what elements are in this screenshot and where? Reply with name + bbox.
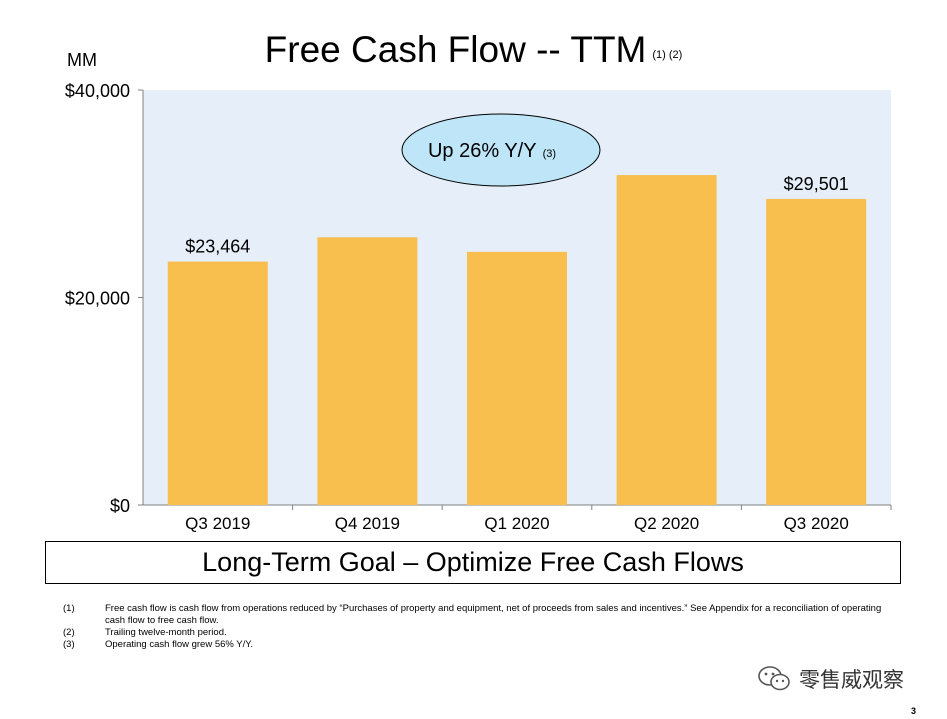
page-title: Free Cash Flow -- TTM (1) (2) bbox=[0, 28, 947, 77]
footnote-text: Trailing twelve-month period. bbox=[105, 627, 227, 638]
bar bbox=[616, 175, 717, 505]
footnote-text: Operating cash flow grew 56% Y/Y. bbox=[105, 639, 254, 650]
callout-main-text: Up 26% Y/Y bbox=[428, 140, 537, 162]
callout-footnote-ref: (3) bbox=[543, 148, 556, 160]
footnote-number: (3) bbox=[63, 639, 75, 650]
x-tick-label: Q4 2019 bbox=[335, 514, 400, 533]
y-tick-label: $40,000 bbox=[65, 81, 130, 101]
long-term-goal-box: Long-Term Goal – Optimize Free Cash Flow… bbox=[45, 541, 901, 584]
watermark: 零售威观察 bbox=[757, 664, 904, 694]
footnote-number: (1) bbox=[63, 603, 75, 614]
footnote-3: (3) Operating cash flow grew 56% Y/Y. bbox=[63, 639, 903, 651]
y-tick-label: $20,000 bbox=[65, 289, 130, 309]
wechat-icon bbox=[758, 666, 790, 691]
title-text: Free Cash Flow -- TTM bbox=[264, 29, 647, 70]
page-number: 3 bbox=[910, 706, 916, 716]
bar-data-label: $29,501 bbox=[784, 174, 849, 194]
x-tick-label: Q3 2019 bbox=[185, 514, 250, 533]
unit-label: MM bbox=[67, 50, 97, 70]
bar bbox=[766, 198, 867, 505]
bar bbox=[167, 261, 268, 505]
bar bbox=[467, 251, 567, 505]
watermark-text: 零售威观察 bbox=[799, 669, 904, 692]
x-tick-label: Q3 2020 bbox=[784, 514, 849, 533]
footnote-text: Free cash flow is cash flow from operati… bbox=[105, 603, 882, 626]
title-footnote-ref: (1) (2) bbox=[652, 49, 683, 61]
footnote-1: (1) Free cash flow is cash flow from ope… bbox=[63, 603, 903, 627]
y-tick-label: $0 bbox=[110, 496, 130, 516]
footnote-2: (2) Trailing twelve-month period. bbox=[63, 627, 903, 639]
x-tick-label: Q2 2020 bbox=[634, 514, 699, 533]
callout-text: Up 26% Y/Y (3) bbox=[428, 140, 556, 162]
x-tick-label: Q1 2020 bbox=[484, 514, 549, 533]
footnote-number: (2) bbox=[63, 627, 75, 638]
bar bbox=[317, 237, 418, 505]
yoy-callout: Up 26% Y/Y (3) bbox=[401, 113, 601, 187]
bar-data-label: $23,464 bbox=[185, 237, 250, 257]
callout-ellipse bbox=[401, 113, 601, 187]
footnotes: (1) Free cash flow is cash flow from ope… bbox=[63, 603, 903, 651]
